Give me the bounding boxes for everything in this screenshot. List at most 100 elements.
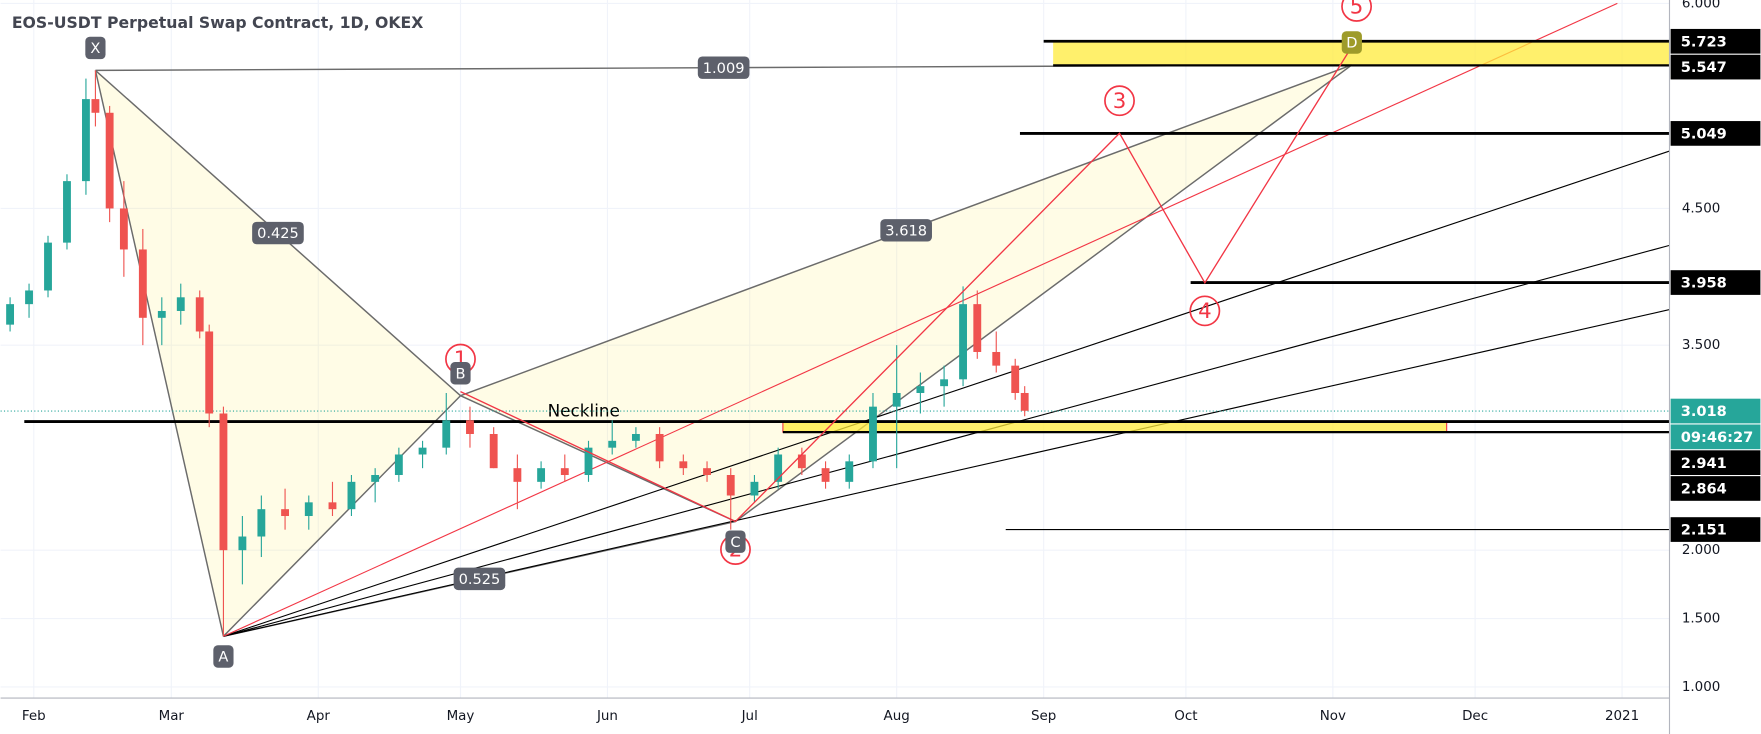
candle-body — [959, 304, 967, 380]
candle-body — [195, 297, 204, 332]
pattern-label: 1.009 — [703, 60, 745, 77]
candle-body — [219, 413, 228, 551]
y-tick-label: 2.000 — [1682, 543, 1721, 558]
label-box — [252, 221, 304, 245]
candle-body — [584, 447, 593, 476]
candle-body — [328, 502, 337, 510]
candle-body — [489, 433, 498, 469]
candle-body — [973, 304, 982, 352]
candle-body — [774, 454, 783, 482]
price-tag — [1670, 450, 1761, 476]
price-tag-label: 2.151 — [1681, 522, 1727, 539]
y-tick-label: 1.500 — [1682, 612, 1721, 627]
chart-title: EOS-USDT Perpetual Swap Contract, 1D, OK… — [12, 13, 424, 32]
pattern-label: X — [90, 40, 100, 57]
pattern-leg — [222, 395, 462, 637]
price-tag — [1670, 54, 1761, 80]
price-tag — [1670, 121, 1761, 146]
candle-body — [304, 502, 313, 517]
candle-body — [281, 509, 289, 517]
candle-body — [176, 297, 185, 311]
label-box — [450, 362, 471, 385]
pattern-fill — [95, 70, 461, 637]
pattern-label: C — [730, 534, 740, 551]
y-tick-label: 1.000 — [1682, 680, 1721, 695]
price-tag-label: 5.049 — [1681, 126, 1727, 143]
candle-body — [821, 468, 830, 482]
time-axis — [0, 698, 1670, 734]
pattern-leg — [735, 64, 1353, 523]
candle-body — [1020, 392, 1029, 411]
wave-label: 3 — [1113, 89, 1127, 114]
candle-body — [91, 99, 100, 113]
candle-body — [869, 406, 877, 462]
label-box — [213, 645, 234, 668]
pattern-label: D — [1346, 35, 1357, 52]
candle-body — [257, 509, 266, 537]
candle-body — [560, 468, 569, 476]
candle-body — [608, 440, 617, 448]
x-tick-label: May — [447, 709, 475, 724]
candle-body — [703, 468, 711, 476]
price-tag-label: 5.547 — [1681, 59, 1727, 76]
x-tick-label: Nov — [1320, 709, 1346, 724]
pattern-leg — [94, 70, 225, 637]
label-box — [880, 219, 932, 242]
x-tick-label: Oct — [1174, 709, 1197, 724]
x-tick-label: Sep — [1031, 709, 1056, 724]
candle-body — [6, 304, 15, 325]
price-tag — [1670, 28, 1761, 54]
pattern-fill — [460, 64, 1352, 522]
candle-body — [442, 420, 451, 448]
x-tick-label: 2021 — [1605, 709, 1639, 724]
wave-marker — [1104, 85, 1135, 117]
annotation: Neckline — [548, 400, 620, 420]
y-tick-label: 4.500 — [1682, 201, 1721, 216]
label-box — [697, 56, 750, 79]
trendline — [223, 150, 1670, 637]
pattern-label: 0.425 — [257, 225, 299, 242]
axes: 6.000 4.500 3.500 2.000 1.500 1.000 Feb Mar Apr M… — [22, 0, 1761, 724]
candle-body — [845, 461, 854, 482]
wave-marker — [1341, 0, 1373, 22]
pattern-label: B — [455, 365, 465, 382]
candle-body — [631, 433, 640, 441]
candle-body — [347, 481, 356, 510]
candle-body — [940, 379, 949, 387]
candle-body — [797, 454, 806, 469]
candle-body — [82, 99, 90, 182]
trendline — [223, 2, 1618, 637]
candle-body — [205, 331, 214, 414]
candle-body — [513, 468, 522, 482]
price-tag — [1670, 270, 1761, 295]
wave-marker — [1189, 295, 1221, 327]
candle-body — [418, 447, 427, 455]
price-tag — [1670, 424, 1761, 450]
x-tick-label: Apr — [307, 709, 331, 724]
y-tick-label: 6.000 — [1682, 0, 1721, 11]
candle-body — [44, 242, 52, 291]
candle-body — [655, 433, 664, 462]
x-tick-label: Aug — [884, 709, 910, 724]
x-tick-label: Mar — [159, 709, 185, 724]
label-box — [725, 530, 746, 553]
wave-label: 4 — [1198, 299, 1212, 324]
zone — [782, 420, 1448, 433]
candle-body — [119, 208, 128, 250]
wave-line — [460, 38, 1358, 523]
candle-body — [138, 249, 147, 318]
candle-body — [992, 351, 1001, 366]
candle-body — [466, 420, 474, 434]
label-box — [85, 36, 106, 60]
pattern-label: A — [218, 649, 228, 666]
candle-body — [750, 481, 759, 496]
price-tag-label: 3.018 — [1681, 403, 1727, 420]
grid — [0, 0, 1670, 699]
price-tag-label: 09:46:27 — [1681, 429, 1754, 446]
price-tag-label: 2.941 — [1681, 455, 1727, 472]
candle-body — [916, 386, 925, 393]
y-tick-label: 3.500 — [1682, 338, 1721, 353]
